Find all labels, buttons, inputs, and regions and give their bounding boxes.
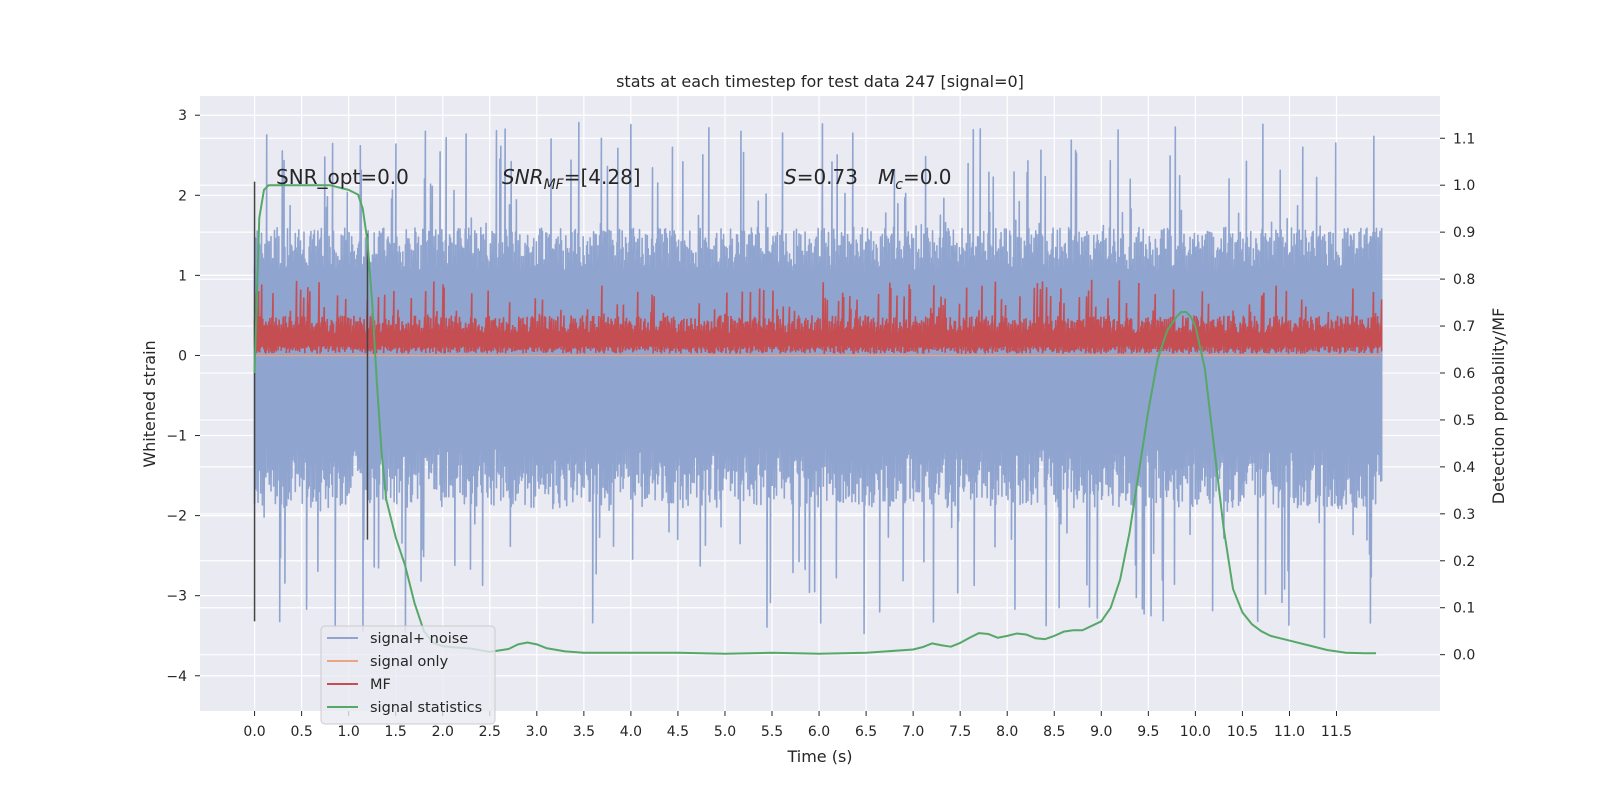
y2-tick-label: 0.6 (1453, 366, 1475, 382)
x-tick-label: 9.5 (1137, 724, 1159, 740)
y2-tick-label: 0.0 (1453, 648, 1475, 664)
y2-tick-label: 0.4 (1453, 460, 1475, 476)
x-tick-label: 2.5 (479, 724, 501, 740)
y-tick-label: −4 (166, 669, 187, 685)
x-tick-label: 4.0 (620, 724, 642, 740)
y2-tick-label: 0.3 (1453, 507, 1475, 523)
legend-label-signal-only: signal only (370, 654, 449, 670)
x-tick-label: 1.0 (338, 724, 360, 740)
x-tick-label: 7.0 (902, 724, 924, 740)
x-tick-label: 9.0 (1090, 724, 1112, 740)
x-axis-ticks: 0.0 0.5 1.0 1.5 2.0 2.5 3.0 3.5 4.0 4.5 5.0 5.5 6.0 6… (243, 711, 1352, 740)
y-tick-label: −1 (166, 429, 187, 445)
x-tick-label: 8.0 (996, 724, 1018, 740)
legend-label-signal-noise: signal+ noise (370, 631, 468, 647)
y2-tick-label: 0.2 (1453, 554, 1475, 570)
event-markers (253, 181, 369, 622)
y-tick-label: 3 (178, 108, 187, 124)
y2-tick-label: 1.1 (1453, 131, 1475, 147)
y2-tick-label: 0.7 (1453, 319, 1475, 335)
x-tick-label: 0.5 (290, 724, 312, 740)
x-tick-label: 8.5 (1043, 724, 1065, 740)
annotation-snr-mf: SNRMF=[4.28] (502, 165, 641, 193)
annotation-snr-opt: SNR_opt=0.0 (276, 165, 409, 189)
x-tick-label: 10.0 (1180, 724, 1211, 740)
x-axis-label: Time (s) (786, 747, 852, 766)
legend-label-signal-statistics: signal statistics (370, 700, 482, 716)
x-tick-label: 0.0 (243, 724, 265, 740)
y2-tick-label: 0.1 (1453, 601, 1475, 617)
x-tick-label: 4.5 (667, 724, 689, 740)
y-axis-ticks: −4 −3 −2 −1 0 1 2 3 (166, 108, 200, 685)
y-tick-label: 2 (178, 188, 187, 204)
x-tick-label: 1.5 (385, 724, 407, 740)
y-tick-label: −2 (166, 509, 187, 525)
y2-tick-label: 0.5 (1453, 413, 1475, 429)
y2-axis-label: Detection probability/MF (1489, 308, 1508, 505)
signal-statistics-trace (253, 184, 1377, 655)
y2-tick-label: 1.0 (1453, 178, 1475, 194)
x-tick-label: 7.5 (949, 724, 971, 740)
x-tick-label: 6.5 (855, 724, 877, 740)
annotation-mc: Mc=0.0 (878, 165, 952, 193)
y2-tick-label: 0.9 (1453, 225, 1475, 241)
annotation-s: S=0.73 (784, 165, 858, 189)
chart-title: stats at each timestep for test data 247… (616, 72, 1024, 91)
x-tick-label: 3.0 (526, 724, 548, 740)
signal-statistics-series (253, 184, 1377, 655)
signal-noise-series (253, 121, 1383, 639)
mf-series (253, 279, 1383, 354)
y-axis-label: Whitened strain (140, 340, 159, 467)
x-tick-label: 3.5 (573, 724, 595, 740)
x-tick-label: 2.0 (432, 724, 454, 740)
x-tick-label: 5.0 (714, 724, 736, 740)
x-tick-label: 11.5 (1321, 724, 1352, 740)
legend: signal+ noise signal only MF signal stat… (320, 625, 496, 725)
mf-trace (253, 279, 1383, 354)
y-tick-label: −3 (166, 589, 187, 605)
y2-tick-label: 0.8 (1453, 272, 1475, 288)
signal-noise-trace (253, 121, 1383, 639)
x-tick-label: 11.0 (1274, 724, 1305, 740)
y2-axis-ticks: 0.0 0.1 0.2 0.3 0.4 0.5 0.6 0.7 0.8 0.9 1.0 1.1 (1440, 131, 1475, 664)
x-tick-label: 6.0 (808, 724, 830, 740)
x-tick-label: 10.5 (1227, 724, 1258, 740)
x-tick-label: 5.5 (761, 724, 783, 740)
y-tick-label: 1 (178, 268, 187, 284)
y-tick-label: 0 (178, 348, 187, 364)
legend-label-mf: MF (370, 677, 391, 693)
legend-box (320, 625, 496, 725)
